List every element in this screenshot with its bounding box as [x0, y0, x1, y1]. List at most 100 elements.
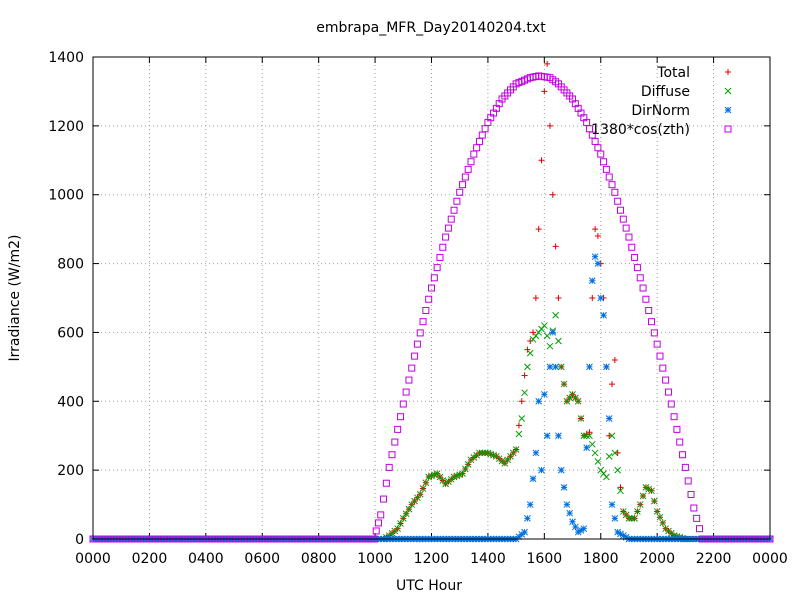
data-point — [580, 432, 588, 440]
data-point — [586, 363, 593, 371]
data-point — [530, 329, 537, 336]
x-axis-ticks: 0000 0200 0400 0600 0800 1000 1200 1400 1600 1800… — [75, 57, 788, 567]
data-point — [478, 449, 486, 457]
data-point — [382, 479, 390, 487]
data-point — [538, 466, 545, 474]
y-tick-label: 1400 — [48, 50, 84, 66]
data-point — [396, 413, 404, 421]
data-point — [650, 497, 658, 505]
data-point — [546, 363, 554, 371]
legend-marker — [725, 69, 731, 75]
data-point — [687, 490, 695, 498]
data-point — [594, 260, 602, 267]
data-point — [639, 492, 647, 500]
data-point — [636, 274, 644, 282]
data-point — [557, 363, 565, 371]
data-point — [444, 224, 452, 232]
y-tick-label: 800 — [57, 257, 84, 273]
data-point — [526, 501, 534, 508]
data-point — [543, 432, 551, 440]
data-point — [459, 181, 467, 189]
data-point — [416, 329, 424, 337]
legend-marker — [724, 125, 732, 133]
data-point — [617, 484, 624, 491]
data-point — [436, 253, 444, 261]
data-point — [524, 514, 531, 522]
x-tick-label: 0600 — [244, 551, 280, 567]
x-tick-label: 0800 — [301, 551, 337, 567]
data-point — [670, 413, 678, 421]
data-point — [577, 527, 585, 534]
data-point — [535, 397, 543, 405]
data-point — [603, 363, 610, 371]
data-point — [512, 446, 520, 453]
data-point — [617, 530, 624, 538]
legend-marker — [724, 87, 732, 95]
data-point — [464, 461, 472, 468]
data-point — [461, 173, 469, 181]
data-point — [622, 224, 630, 232]
data-point — [394, 525, 402, 533]
data-point — [544, 60, 551, 67]
data-point — [413, 340, 421, 348]
legend-label: DirNorm — [631, 103, 690, 119]
data-point — [518, 415, 526, 422]
data-point — [605, 453, 613, 460]
data-point — [605, 173, 613, 181]
data-point — [394, 425, 402, 433]
data-point — [580, 525, 588, 533]
x-tick-label: 0200 — [132, 551, 168, 567]
data-point — [631, 253, 639, 261]
data-point — [639, 284, 647, 292]
data-point — [560, 484, 568, 491]
data-point — [648, 318, 656, 326]
data-point — [614, 449, 621, 456]
y-tick-label: 1000 — [48, 188, 84, 204]
x-tick-label: 1600 — [527, 551, 563, 567]
data-point — [594, 458, 602, 465]
data-point — [428, 284, 435, 292]
data-point — [526, 349, 534, 357]
data-point — [645, 306, 653, 314]
data-point — [591, 449, 599, 457]
data-point — [527, 338, 534, 345]
data-point — [583, 444, 590, 452]
data-point — [397, 520, 404, 527]
data-point — [642, 295, 650, 303]
data-point — [372, 527, 380, 535]
data-point — [602, 165, 610, 173]
data-point — [597, 150, 605, 158]
data-point — [524, 363, 531, 371]
y-axis-ticks: 0 200 400 600 800 1000 1200 1400 — [48, 50, 770, 548]
data-point — [411, 352, 419, 360]
y-tick-label: 400 — [57, 394, 84, 410]
data-point — [442, 233, 450, 241]
data-point — [380, 495, 388, 503]
data-point — [653, 340, 661, 348]
data-point — [439, 243, 447, 251]
data-point — [552, 311, 559, 319]
data-point — [543, 332, 551, 340]
data-point — [600, 158, 608, 166]
x-tick-label: 1800 — [583, 551, 619, 567]
chart-title: embrapa_MFR_Day20140204.txt — [316, 20, 546, 36]
data-point — [549, 329, 557, 336]
data-point — [667, 400, 675, 408]
data-point — [681, 463, 689, 471]
legend-label: Total — [656, 65, 690, 81]
data-point — [622, 533, 630, 541]
y-axis-label: Irradiance (W/m2) — [7, 235, 23, 362]
data-point — [388, 451, 396, 459]
data-point — [577, 415, 585, 422]
data-point — [591, 253, 599, 261]
data-point — [433, 264, 441, 272]
data-point — [628, 514, 636, 522]
data-point — [636, 501, 644, 508]
data-point — [529, 475, 537, 483]
data-point — [673, 425, 681, 433]
data-point — [546, 342, 554, 350]
series-1 — [380, 311, 689, 543]
data-point — [555, 295, 562, 301]
data-point — [614, 528, 622, 536]
